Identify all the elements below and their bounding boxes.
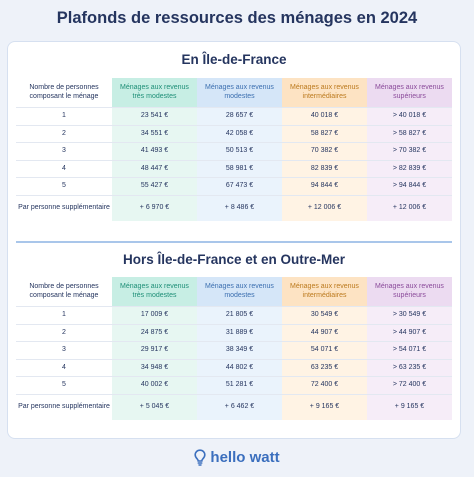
table-row: 5 55 427 € 67 473 € 94 844 € > 94 844 € <box>16 177 452 196</box>
modest-cell: + 6 462 € <box>197 394 282 420</box>
header-very-modest: Ménages aux revenus très modestes <box>112 277 197 307</box>
modest-cell: 21 805 € <box>197 306 282 325</box>
very-modest-cell: + 6 970 € <box>112 195 197 221</box>
intermediate-cell: 40 018 € <box>282 107 367 126</box>
table-row: 5 40 002 € 51 281 € 72 400 € > 72 400 € <box>16 376 452 395</box>
modest-cell: 28 657 € <box>197 107 282 126</box>
intermediate-cell: 30 549 € <box>282 306 367 325</box>
household-size-cell: 2 <box>16 324 112 342</box>
modest-cell: 42 058 € <box>197 125 282 143</box>
very-modest-cell: 41 493 € <box>112 142 197 161</box>
table-row: 4 48 447 € 58 981 € 82 839 € > 82 839 € <box>16 160 452 178</box>
superior-cell: > 94 844 € <box>367 177 452 196</box>
ile-de-france-table: Nombre de personnes composant le ménage … <box>16 78 452 221</box>
superior-cell: > 70 382 € <box>367 142 452 161</box>
very-modest-cell: 48 447 € <box>112 160 197 178</box>
header-intermediate: Ménages aux revenus intermédiaires <box>282 277 367 307</box>
intermediate-cell: 44 907 € <box>282 324 367 342</box>
intermediate-cell: 63 235 € <box>282 359 367 377</box>
hors-ile-de-france-table: Nombre de personnes composant le ménage … <box>16 277 452 420</box>
household-size-cell: 5 <box>16 376 112 395</box>
household-size-cell: 2 <box>16 125 112 143</box>
table-row: 2 34 551 € 42 058 € 58 827 € > 58 827 € <box>16 125 452 143</box>
table-row: 1 23 541 € 28 657 € 40 018 € > 40 018 € <box>16 107 452 126</box>
household-size-cell: 5 <box>16 177 112 196</box>
page-title: Plafonds de ressources des ménages en 20… <box>56 9 418 27</box>
header-superior: Ménages aux revenus supérieurs <box>367 78 452 108</box>
extra-person-label: Par personne supplémentaire <box>18 203 110 211</box>
superior-cell: > 30 549 € <box>367 306 452 325</box>
household-size-cell: 3 <box>16 341 112 360</box>
superior-cell: > 44 907 € <box>367 324 452 342</box>
very-modest-cell: 29 917 € <box>112 341 197 360</box>
header-modest: Ménages aux revenus modestes <box>197 78 282 108</box>
table-row: 2 24 875 € 31 889 € 44 907 € > 44 907 € <box>16 324 452 342</box>
header-modest: Ménages aux revenus modestes <box>197 277 282 307</box>
header-superior: Ménages aux revenus supérieurs <box>367 277 452 307</box>
modest-cell: 50 513 € <box>197 142 282 161</box>
table-row-extra-person: Par personne supplémentaire + 6 970 € + … <box>16 195 452 221</box>
table-row: 3 29 917 € 38 349 € 54 071 € > 54 071 € <box>16 341 452 360</box>
lightbulb-icon <box>194 449 207 466</box>
household-size-cell: 1 <box>16 107 112 126</box>
intermediate-cell: 54 071 € <box>282 341 367 360</box>
header-household-size: Nombre de personnes composant le ménage <box>16 277 112 307</box>
very-modest-cell: 17 009 € <box>112 306 197 325</box>
brand-name: hello watt <box>210 449 280 466</box>
superior-cell: > 63 235 € <box>367 359 452 377</box>
superior-cell: > 40 018 € <box>367 107 452 126</box>
table-row-extra-person: Par personne supplémentaire + 5 045 € + … <box>16 394 452 420</box>
table-row: 1 17 009 € 21 805 € 30 549 € > 30 549 € <box>16 306 452 325</box>
table-header-row: Nombre de personnes composant le ménage … <box>16 277 452 307</box>
intermediate-cell: 72 400 € <box>282 376 367 395</box>
superior-cell: > 58 827 € <box>367 125 452 143</box>
very-modest-cell: 24 875 € <box>112 324 197 342</box>
very-modest-cell: 23 541 € <box>112 107 197 126</box>
header-very-modest: Ménages aux revenus très modestes <box>112 78 197 108</box>
modest-cell: 31 889 € <box>197 324 282 342</box>
very-modest-cell: 34 551 € <box>112 125 197 143</box>
header-household-size: Nombre de personnes composant le ménage <box>16 78 112 108</box>
intermediate-cell: 94 844 € <box>282 177 367 196</box>
table-row: 4 34 948 € 44 802 € 63 235 € > 63 235 € <box>16 359 452 377</box>
intermediate-cell: + 12 006 € <box>282 195 367 221</box>
section-divider <box>16 241 452 243</box>
section-title-hors-ile-de-france: Hors Île-de-France et en Outre-Mer <box>122 252 346 267</box>
superior-cell: + 12 006 € <box>367 195 452 221</box>
modest-cell: 38 349 € <box>197 341 282 360</box>
modest-cell: 67 473 € <box>197 177 282 196</box>
brand-logo: hello watt <box>0 449 474 466</box>
superior-cell: + 9 165 € <box>367 394 452 420</box>
superior-cell: > 54 071 € <box>367 341 452 360</box>
modest-cell: 51 281 € <box>197 376 282 395</box>
intermediate-cell: 70 382 € <box>282 142 367 161</box>
very-modest-cell: 34 948 € <box>112 359 197 377</box>
table-header-row: Nombre de personnes composant le ménage … <box>16 78 452 108</box>
very-modest-cell: + 5 045 € <box>112 394 197 420</box>
very-modest-cell: 55 427 € <box>112 177 197 196</box>
superior-cell: > 82 839 € <box>367 160 452 178</box>
household-size-cell: 3 <box>16 142 112 161</box>
superior-cell: > 72 400 € <box>367 376 452 395</box>
household-size-cell: 1 <box>16 306 112 325</box>
very-modest-cell: 40 002 € <box>112 376 197 395</box>
income-ceilings-card: En Île-de-France Nombre de personnes com… <box>7 41 461 439</box>
intermediate-cell: 58 827 € <box>282 125 367 143</box>
modest-cell: + 8 486 € <box>197 195 282 221</box>
intermediate-cell: 82 839 € <box>282 160 367 178</box>
table-row: 3 41 493 € 50 513 € 70 382 € > 70 382 € <box>16 142 452 161</box>
header-intermediate: Ménages aux revenus intermédiaires <box>282 78 367 108</box>
extra-person-label: Par personne supplémentaire <box>18 402 110 410</box>
section-title-ile-de-france: En Île-de-France <box>181 52 287 67</box>
household-size-cell: 4 <box>16 160 112 178</box>
modest-cell: 44 802 € <box>197 359 282 377</box>
modest-cell: 58 981 € <box>197 160 282 178</box>
household-size-cell: 4 <box>16 359 112 377</box>
intermediate-cell: + 9 165 € <box>282 394 367 420</box>
